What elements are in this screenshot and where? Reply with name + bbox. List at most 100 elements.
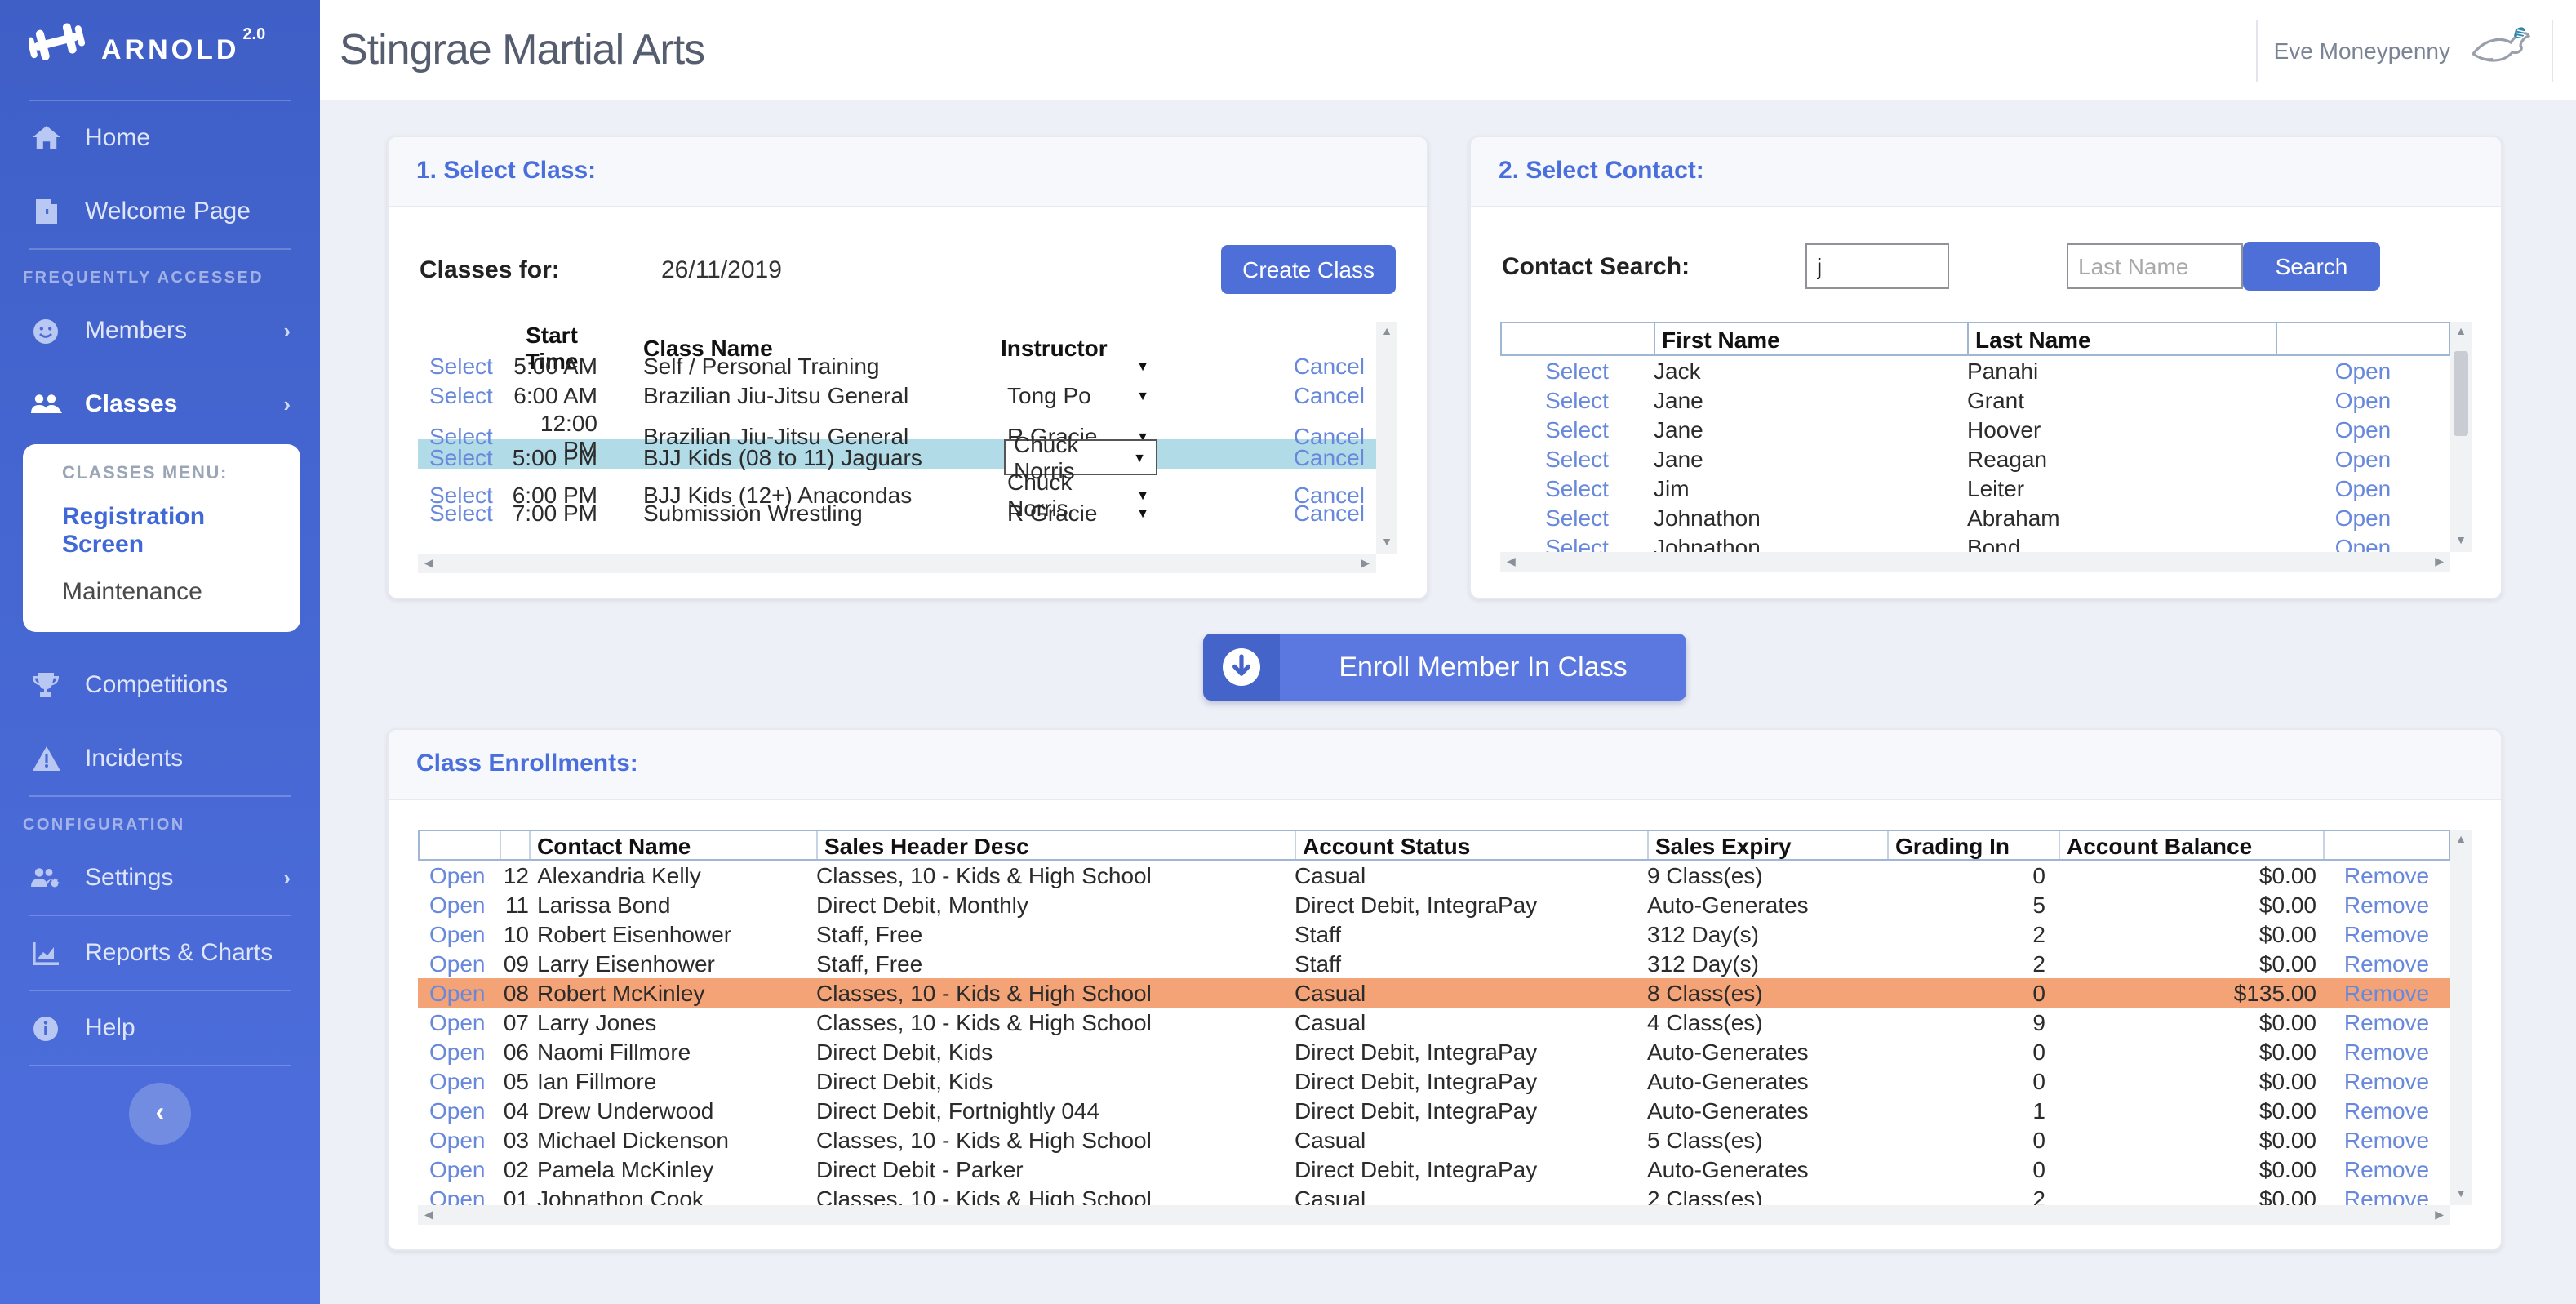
scroll-left-icon[interactable]: ◀ — [424, 1209, 433, 1221]
sidebar-item-members[interactable]: Members › — [0, 294, 320, 367]
cancel-class-link[interactable]: Cancel — [1293, 353, 1365, 379]
select-contact-link[interactable]: Select — [1545, 446, 1609, 472]
enrollments-hscrollbar[interactable]: ◀ ▶ — [418, 1205, 2450, 1225]
contact-table-row[interactable]: Select Jim Leiter Open — [1500, 474, 2450, 503]
scroll-down-icon[interactable]: ▼ — [1381, 537, 1392, 549]
create-class-button[interactable]: Create Class — [1221, 245, 1396, 294]
contact-table-row[interactable]: Select Jane Reagan Open — [1500, 444, 2450, 474]
classes-date[interactable]: 26/11/2019 — [661, 256, 782, 283]
enrollment-row[interactable]: Open 06 Naomi Fillmore Direct Debit, Kid… — [418, 1037, 2450, 1066]
submenu-item-maintenance[interactable]: Maintenance — [62, 578, 202, 606]
contact-table-row[interactable]: Select Jane Grant Open — [1500, 385, 2450, 415]
remove-enrollment-link[interactable]: Remove — [2343, 1068, 2430, 1094]
open-contact-link[interactable]: Open — [2334, 416, 2392, 443]
open-enrollment-link[interactable]: Open — [429, 1039, 486, 1065]
class-table-row[interactable]: Select 6:00 AM Brazilian Jiu-Jitsu Gener… — [418, 381, 1376, 410]
scroll-up-icon[interactable]: ▲ — [2455, 834, 2467, 846]
open-contact-link[interactable]: Open — [2334, 387, 2392, 413]
enrollment-row[interactable]: Open 05 Ian Fillmore Direct Debit, Kids … — [418, 1066, 2450, 1096]
sidebar-item-home[interactable]: Home — [0, 101, 320, 175]
contact-table-row[interactable]: Select Johnathon Abraham Open — [1500, 503, 2450, 532]
select-contact-link[interactable]: Select — [1545, 416, 1609, 443]
open-enrollment-link[interactable]: Open — [429, 1156, 486, 1182]
select-contact-link[interactable]: Select — [1545, 387, 1609, 413]
scroll-down-icon[interactable]: ▼ — [2455, 536, 2467, 547]
sidebar-item-competitions[interactable]: Competitions — [0, 648, 320, 722]
cancel-class-link[interactable]: Cancel — [1293, 482, 1365, 508]
enrollment-row[interactable]: Open 09 Larry Eisenhower Staff, Free Sta… — [418, 949, 2450, 978]
open-enrollment-link[interactable]: Open — [429, 950, 486, 977]
enrollment-row[interactable]: Open 02 Pamela McKinley Direct Debit - P… — [418, 1155, 2450, 1184]
cancel-class-link[interactable]: Cancel — [1293, 500, 1365, 526]
search-button[interactable]: Search — [2243, 242, 2380, 291]
open-contact-link[interactable]: Open — [2334, 446, 2392, 472]
contact-table-hscrollbar[interactable]: ◀ ▶ — [1500, 552, 2450, 572]
select-contact-link[interactable]: Select — [1545, 358, 1609, 384]
scroll-up-icon[interactable]: ▲ — [1381, 327, 1392, 338]
open-enrollment-link[interactable]: Open — [429, 1009, 486, 1035]
scroll-right-icon[interactable]: ▶ — [1361, 558, 1370, 569]
select-class-link[interactable]: Select — [429, 423, 493, 449]
open-contact-link[interactable]: Open — [2334, 475, 2392, 501]
scroll-thumb[interactable] — [2454, 351, 2468, 436]
remove-enrollment-link[interactable]: Remove — [2343, 950, 2430, 977]
remove-enrollment-link[interactable]: Remove — [2343, 1156, 2430, 1182]
sidebar-item-welcome-page[interactable]: Welcome Page — [0, 175, 320, 248]
instructor-dropdown[interactable]: ▼ — [1004, 358, 1157, 373]
open-enrollment-link[interactable]: Open — [429, 892, 486, 918]
open-enrollment-link[interactable]: Open — [429, 921, 486, 947]
class-table-vscrollbar[interactable]: ▲ ▼ — [1376, 322, 1397, 554]
instructor-dropdown[interactable]: R Gracie ▼ — [1004, 500, 1157, 526]
scroll-left-icon[interactable]: ◀ — [424, 558, 433, 569]
submenu-item-registration-screen[interactable]: Registration Screen — [62, 503, 206, 559]
remove-enrollment-link[interactable]: Remove — [2343, 1127, 2430, 1153]
select-contact-link[interactable]: Select — [1545, 475, 1609, 501]
select-class-link[interactable]: Select — [429, 444, 493, 470]
enrollments-vscrollbar[interactable]: ▲ ▼ — [2450, 830, 2472, 1205]
scroll-left-icon[interactable]: ◀ — [1507, 556, 1516, 567]
scroll-down-icon[interactable]: ▼ — [2455, 1189, 2467, 1200]
remove-enrollment-link[interactable]: Remove — [2343, 892, 2430, 918]
remove-enrollment-link[interactable]: Remove — [2343, 1009, 2430, 1035]
enrollment-row[interactable]: Open 04 Drew Underwood Direct Debit, For… — [418, 1096, 2450, 1125]
sidebar-item-settings[interactable]: Settings › — [0, 841, 320, 915]
class-table-row[interactable]: Select 6:00 PM BJJ Kids (12+) Anacondas … — [418, 469, 1376, 521]
open-contact-link[interactable]: Open — [2334, 358, 2392, 384]
cancel-class-link[interactable]: Cancel — [1293, 444, 1365, 470]
enrollment-row[interactable]: Open 07 Larry Jones Classes, 10 - Kids &… — [418, 1008, 2450, 1037]
contact-table-row[interactable]: Select Jane Hoover Open — [1500, 415, 2450, 444]
contact-table-row[interactable]: Select Jack Panahi Open — [1500, 356, 2450, 385]
last-name-input[interactable] — [2067, 243, 2243, 289]
open-enrollment-link[interactable]: Open — [429, 980, 486, 1006]
sidebar-collapse-button[interactable]: ‹ — [129, 1083, 191, 1145]
sidebar-item-reports-charts[interactable]: Reports & Charts — [0, 916, 320, 990]
open-enrollment-link[interactable]: Open — [429, 1068, 486, 1094]
user-menu[interactable]: Eve Moneypenny — [2255, 19, 2553, 81]
enroll-member-button[interactable]: Enroll Member In Class — [1203, 634, 1686, 701]
select-class-link[interactable]: Select — [429, 482, 493, 508]
cancel-class-link[interactable]: Cancel — [1293, 423, 1365, 449]
open-contact-link[interactable]: Open — [2334, 505, 2392, 531]
enrollment-row[interactable]: Open 08 Robert McKinley Classes, 10 - Ki… — [418, 978, 2450, 1008]
instructor-dropdown[interactable]: Tong Po ▼ — [1004, 382, 1157, 408]
enrollment-row[interactable]: Open 03 Michael Dickenson Classes, 10 - … — [418, 1125, 2450, 1155]
scroll-up-icon[interactable]: ▲ — [2455, 327, 2467, 338]
select-class-link[interactable]: Select — [429, 500, 493, 526]
scroll-right-icon[interactable]: ▶ — [2435, 1209, 2444, 1221]
select-contact-link[interactable]: Select — [1545, 505, 1609, 531]
class-table-row[interactable]: Select 12:00 PM Brazilian Jiu-Jitsu Gene… — [418, 410, 1376, 462]
enrollment-row[interactable]: Open 10 Robert Eisenhower Staff, Free St… — [418, 919, 2450, 949]
class-table-row[interactable]: Select 7:00 PM Submission Wrestling R Gr… — [418, 498, 1376, 527]
class-table-row[interactable]: Select 5:00 PM BJJ Kids (08 to 11) Jagua… — [418, 431, 1376, 483]
remove-enrollment-link[interactable]: Remove — [2343, 1039, 2430, 1065]
select-class-link[interactable]: Select — [429, 353, 493, 379]
remove-enrollment-link[interactable]: Remove — [2343, 862, 2430, 888]
select-class-link[interactable]: Select — [429, 382, 493, 408]
first-name-input[interactable] — [1805, 243, 1949, 289]
scroll-right-icon[interactable]: ▶ — [2435, 556, 2444, 567]
cancel-class-link[interactable]: Cancel — [1293, 382, 1365, 408]
sidebar-item-incidents[interactable]: Incidents — [0, 722, 320, 795]
enrollment-row[interactable]: Open 11 Larissa Bond Direct Debit, Month… — [418, 890, 2450, 919]
enrollment-row[interactable]: Open 12 Alexandria Kelly Classes, 10 - K… — [418, 861, 2450, 890]
open-enrollment-link[interactable]: Open — [429, 862, 486, 888]
